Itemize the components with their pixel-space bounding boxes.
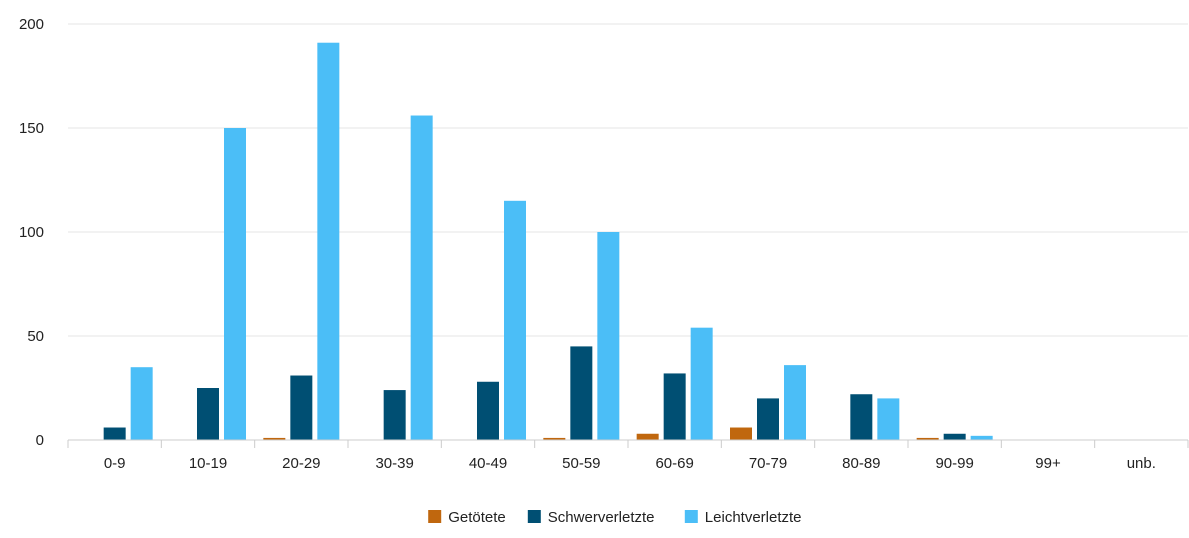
gridlines bbox=[68, 23, 1188, 337]
y-tick-label: 0 bbox=[36, 432, 44, 449]
x-tick-label: 0-9 bbox=[104, 455, 126, 472]
bar bbox=[784, 365, 806, 440]
legend-label: Schwerverletzte bbox=[548, 509, 655, 526]
x-tick-label: 10-19 bbox=[189, 455, 227, 472]
x-tick-label: 30-39 bbox=[375, 455, 413, 472]
bar bbox=[570, 346, 593, 440]
bar bbox=[877, 398, 900, 440]
legend-swatch bbox=[527, 510, 541, 523]
bar bbox=[597, 232, 620, 440]
bar bbox=[636, 433, 659, 440]
bar bbox=[103, 427, 126, 440]
bar bbox=[410, 115, 433, 441]
bar bbox=[916, 437, 939, 440]
bar bbox=[757, 398, 779, 440]
y-tick-label: 200 bbox=[19, 16, 44, 33]
y-tick-label: 50 bbox=[27, 328, 44, 345]
legend-swatch bbox=[684, 510, 698, 523]
bar bbox=[730, 427, 752, 440]
bar bbox=[543, 437, 566, 440]
legend: Getötete Schwerverletzte Leichtverletzte bbox=[428, 509, 802, 526]
bar bbox=[663, 373, 686, 440]
bar bbox=[224, 128, 246, 440]
bar bbox=[943, 433, 966, 440]
x-tick-label: unb. bbox=[1127, 455, 1156, 472]
bar bbox=[130, 367, 153, 440]
legend-swatch bbox=[428, 510, 442, 523]
bar bbox=[263, 437, 286, 440]
y-tick-label: 100 bbox=[19, 224, 44, 241]
bar bbox=[970, 435, 993, 440]
x-tick-label: 40-49 bbox=[469, 455, 507, 472]
bars bbox=[103, 42, 993, 441]
x-tick-label: 70-79 bbox=[749, 455, 787, 472]
bar bbox=[504, 200, 526, 440]
bar bbox=[477, 381, 499, 440]
axes: 0 50 100 150 200 0-9 10-19 20-29 30-39 40-49 50-59… bbox=[19, 16, 1189, 472]
x-tick-label: 90-99 bbox=[935, 455, 973, 472]
x-tick-label: 20-29 bbox=[282, 455, 320, 472]
x-tick-label: 80-89 bbox=[842, 455, 880, 472]
x-tick-label: 60-69 bbox=[655, 455, 693, 472]
bar bbox=[383, 390, 406, 440]
x-tick-label: 99+ bbox=[1035, 455, 1061, 472]
bar bbox=[317, 42, 340, 440]
x-tick-label: 50-59 bbox=[562, 455, 600, 472]
bar bbox=[197, 388, 219, 440]
legend-label: Leichtverletzte bbox=[705, 509, 802, 526]
legend-label: Getötete bbox=[448, 509, 506, 526]
y-tick-label: 150 bbox=[19, 120, 44, 137]
bar bbox=[290, 375, 313, 440]
bar bbox=[850, 394, 873, 440]
bar bbox=[690, 327, 713, 440]
